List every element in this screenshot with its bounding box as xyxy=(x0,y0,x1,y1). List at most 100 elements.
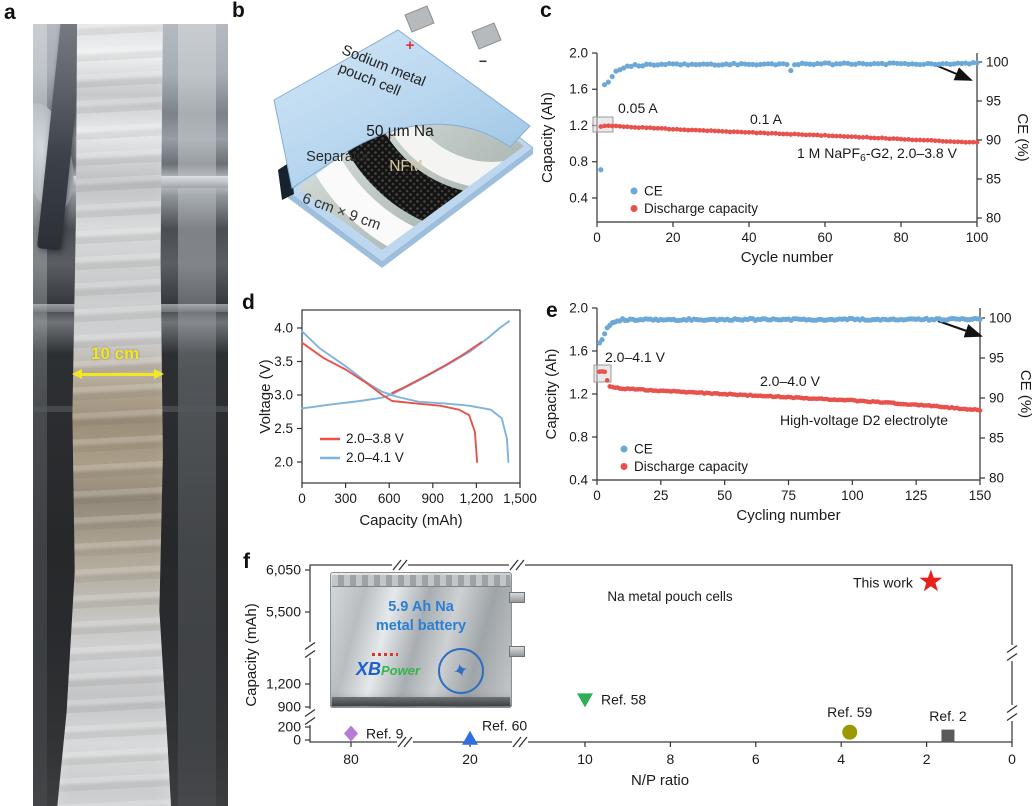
plus-terminal: + xyxy=(406,37,415,54)
ce-axis-arrow xyxy=(937,320,983,338)
y-axis-left-label: Capacity (Ah) xyxy=(543,349,560,440)
svg-text:150: 150 xyxy=(969,488,992,503)
y-axis-right-label: CE (%) xyxy=(1017,370,1034,418)
inset-cell-tab-bottom xyxy=(509,646,525,657)
svg-text:1,500: 1,500 xyxy=(503,491,537,506)
series-discharge-capacity xyxy=(598,123,980,145)
svg-text:80: 80 xyxy=(893,230,908,245)
svg-text:50: 50 xyxy=(717,488,732,503)
svg-text:90: 90 xyxy=(986,133,1001,148)
svg-text:6: 6 xyxy=(752,751,760,767)
pouch-cell-schematic: + − Sodium metal pouch cell 50 μm Na Sep… xyxy=(273,5,534,268)
ref-point-ref-2 xyxy=(941,729,955,743)
pouch-base-edge-left xyxy=(288,192,382,268)
svg-text:0: 0 xyxy=(293,732,301,748)
chart-note: Na metal pouch cells xyxy=(607,589,733,604)
svg-text:1.6: 1.6 xyxy=(569,344,588,359)
series-ce xyxy=(598,60,980,173)
svg-text:100: 100 xyxy=(986,55,1009,70)
svg-text:2.0: 2.0 xyxy=(569,46,588,61)
svg-text:100: 100 xyxy=(841,488,864,503)
svg-text:1,200: 1,200 xyxy=(266,676,301,692)
logo-chinese-marks xyxy=(372,653,398,656)
pouch-base-edge-right xyxy=(382,148,533,268)
negative-tab xyxy=(471,22,502,50)
series-ce xyxy=(596,315,983,346)
panel-b-label: b xyxy=(232,0,245,22)
svg-text:0.8: 0.8 xyxy=(569,430,588,445)
svg-text:20: 20 xyxy=(462,751,478,767)
svg-text:900: 900 xyxy=(278,699,302,715)
svg-text:85: 85 xyxy=(986,172,1001,187)
y-axis-label: Voltage (V) xyxy=(257,359,274,433)
chart-c-cycle-performance: 2.0 1.6 1.2 0.8 0.4 100 95 90 85 80 0 20 40 60 80 100 Cy… xyxy=(539,46,1031,267)
x-axis-label: Capacity (mAh) xyxy=(359,512,462,529)
svg-text:75: 75 xyxy=(781,488,796,503)
panel-f-label: f xyxy=(243,550,250,573)
svg-text:1,200: 1,200 xyxy=(460,491,494,506)
minus-terminal: − xyxy=(479,53,487,69)
pouch-cover xyxy=(273,29,531,189)
svg-text:0.4: 0.4 xyxy=(569,473,588,488)
axes xyxy=(596,53,978,223)
svg-text:95: 95 xyxy=(989,351,1004,366)
svg-text:1.2: 1.2 xyxy=(569,387,588,402)
nfm-label: NFM xyxy=(389,158,423,175)
svg-text:200: 200 xyxy=(278,719,302,735)
x-axis-label: N/P ratio xyxy=(631,772,689,789)
svg-text:0.8: 0.8 xyxy=(569,154,588,169)
tick-labels: 2.0 1.6 1.2 0.8 0.4 100 95 90 85 80 0 25 50 75 100 125 1… xyxy=(569,301,1011,504)
legend-label: 2.0–4.1 V xyxy=(346,450,404,465)
svg-text:100: 100 xyxy=(989,311,1012,326)
x-axis-label: Cycle number xyxy=(741,249,834,266)
svg-text:2.5: 2.5 xyxy=(274,421,293,436)
svg-text:0: 0 xyxy=(593,488,601,503)
svg-text:80: 80 xyxy=(343,751,359,767)
svg-text:3.0: 3.0 xyxy=(274,388,293,403)
svg-text:20: 20 xyxy=(665,230,680,245)
svg-text:25: 25 xyxy=(653,488,668,503)
ref-point-label: This work xyxy=(853,574,914,590)
sodium-foil-strip xyxy=(57,24,171,806)
glovebox-right-column xyxy=(178,24,216,806)
curve-2.0–4.1-v-discharge xyxy=(301,330,510,463)
svg-text:80: 80 xyxy=(986,211,1001,226)
chart-d-voltage-profile: 2.0 2.5 3.0 3.5 4.0 0 300 600 900 1,200 1,500 Capac… xyxy=(257,309,537,529)
svg-text:3.5: 3.5 xyxy=(274,354,293,369)
curve-2.0–4.1-v-charge xyxy=(301,320,511,410)
x-axis-label: Cycling number xyxy=(736,507,840,524)
svg-text:0: 0 xyxy=(298,491,306,506)
positive-tab xyxy=(404,5,435,33)
svg-text:0: 0 xyxy=(1008,751,1016,767)
manufacturer-logo: XBPower xyxy=(356,653,420,680)
ref-point-label: Ref. 2 xyxy=(929,708,967,724)
svg-text:4.0: 4.0 xyxy=(274,321,293,336)
y-axis-right-label: CE (%) xyxy=(1014,113,1031,161)
svg-text:85: 85 xyxy=(989,431,1004,446)
ref-point-label: Ref. 9 xyxy=(366,726,404,742)
svg-text:900: 900 xyxy=(422,491,445,506)
annotation: 0.1 A xyxy=(750,111,783,127)
scale-bar-arrow xyxy=(72,369,164,379)
legend-label: 2.0–3.8 V xyxy=(346,431,404,446)
legend-marker xyxy=(620,445,628,453)
tick-labels: 2.0 2.5 3.0 3.5 4.0 0 300 600 900 1,200 1,500 xyxy=(274,321,537,507)
chart-e-cycle-performance: 2.0 1.6 1.2 0.8 0.4 100 95 90 85 80 0 25 50 75 100 125 1… xyxy=(543,301,1034,525)
svg-text:6,050: 6,050 xyxy=(266,562,301,578)
svg-text:0.4: 0.4 xyxy=(569,190,588,205)
panel-a-label: a xyxy=(4,1,16,24)
inset-capacity-text: 5.9 Ah Na metal battery xyxy=(375,599,467,634)
legend-marker xyxy=(630,187,638,195)
inset-cell-tab-top xyxy=(509,592,525,603)
y-axis-label: Capacity (mAh) xyxy=(243,603,260,706)
sodium-foil-photo: 10 cm xyxy=(33,24,228,806)
svg-text:2.0: 2.0 xyxy=(274,455,293,470)
panel-c-label: c xyxy=(540,0,552,22)
axes xyxy=(596,308,981,481)
annotation: 1 M NaPF6-G2, 2.0–3.8 V xyxy=(797,145,958,164)
na-layer-label: 50 μm Na xyxy=(366,123,434,140)
svg-text:10: 10 xyxy=(577,751,593,767)
legend-label: CE xyxy=(644,184,663,199)
annotation: 2.0–4.1 V xyxy=(605,349,666,365)
